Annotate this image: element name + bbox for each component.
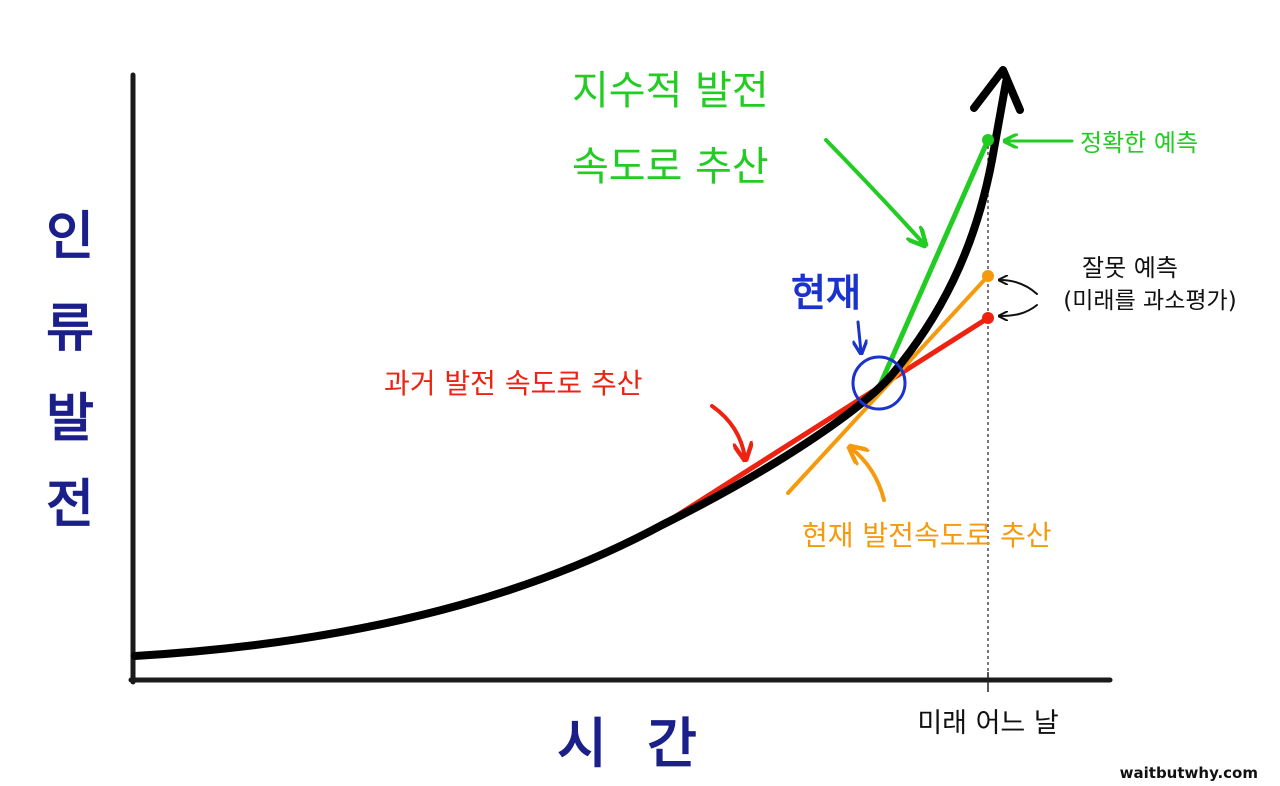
present-circle	[851, 355, 907, 411]
current-rate-arrow-icon	[851, 448, 886, 502]
y-axis-title-char-2: 류	[46, 298, 94, 359]
exponential-rate-line	[877, 137, 991, 388]
wrong-prediction-label-line1: 잘못 예측	[1082, 254, 1178, 282]
y-axis-title-char-4: 전	[46, 474, 94, 535]
future-day-label: 미래 어느 날	[917, 708, 1058, 739]
curve-arrowhead	[970, 66, 1024, 114]
exponential-label-line1: 지수적 발전	[572, 68, 769, 114]
x-axis-title-char-2: 간	[647, 711, 697, 775]
past-rate-dot	[982, 312, 994, 324]
y-axis-title-char-3: 발	[46, 388, 94, 449]
wrong-prediction-label-line2: (미래를 과소평가)	[1063, 288, 1236, 314]
exponential-label-line2: 속도로 추산	[572, 144, 769, 190]
accurate-prediction-label: 정확한 예측	[1080, 129, 1198, 157]
present-label: 현재	[791, 271, 861, 315]
exponential-arrow-icon	[824, 138, 924, 244]
current-rate-label: 현재 발전속도로 추산	[802, 519, 1052, 552]
watermark: waitbutwhy.com	[1120, 764, 1258, 782]
wrong-red-arrow-icon	[1000, 304, 1038, 316]
present-arrow-icon	[858, 320, 861, 352]
wrong-orange-arrow-icon	[1000, 280, 1038, 295]
progress-curve	[131, 78, 1010, 660]
y-axis-title-char-1: 인	[46, 206, 94, 267]
accurate-prediction-dot	[982, 134, 994, 146]
current-rate-dot	[982, 270, 994, 282]
x-axis-title-char-1: 시	[557, 711, 607, 775]
past-rate-arrow-icon	[710, 404, 745, 458]
past-rate-line	[659, 315, 991, 528]
past-rate-label: 과거 발전 속도로 추산	[384, 367, 643, 400]
